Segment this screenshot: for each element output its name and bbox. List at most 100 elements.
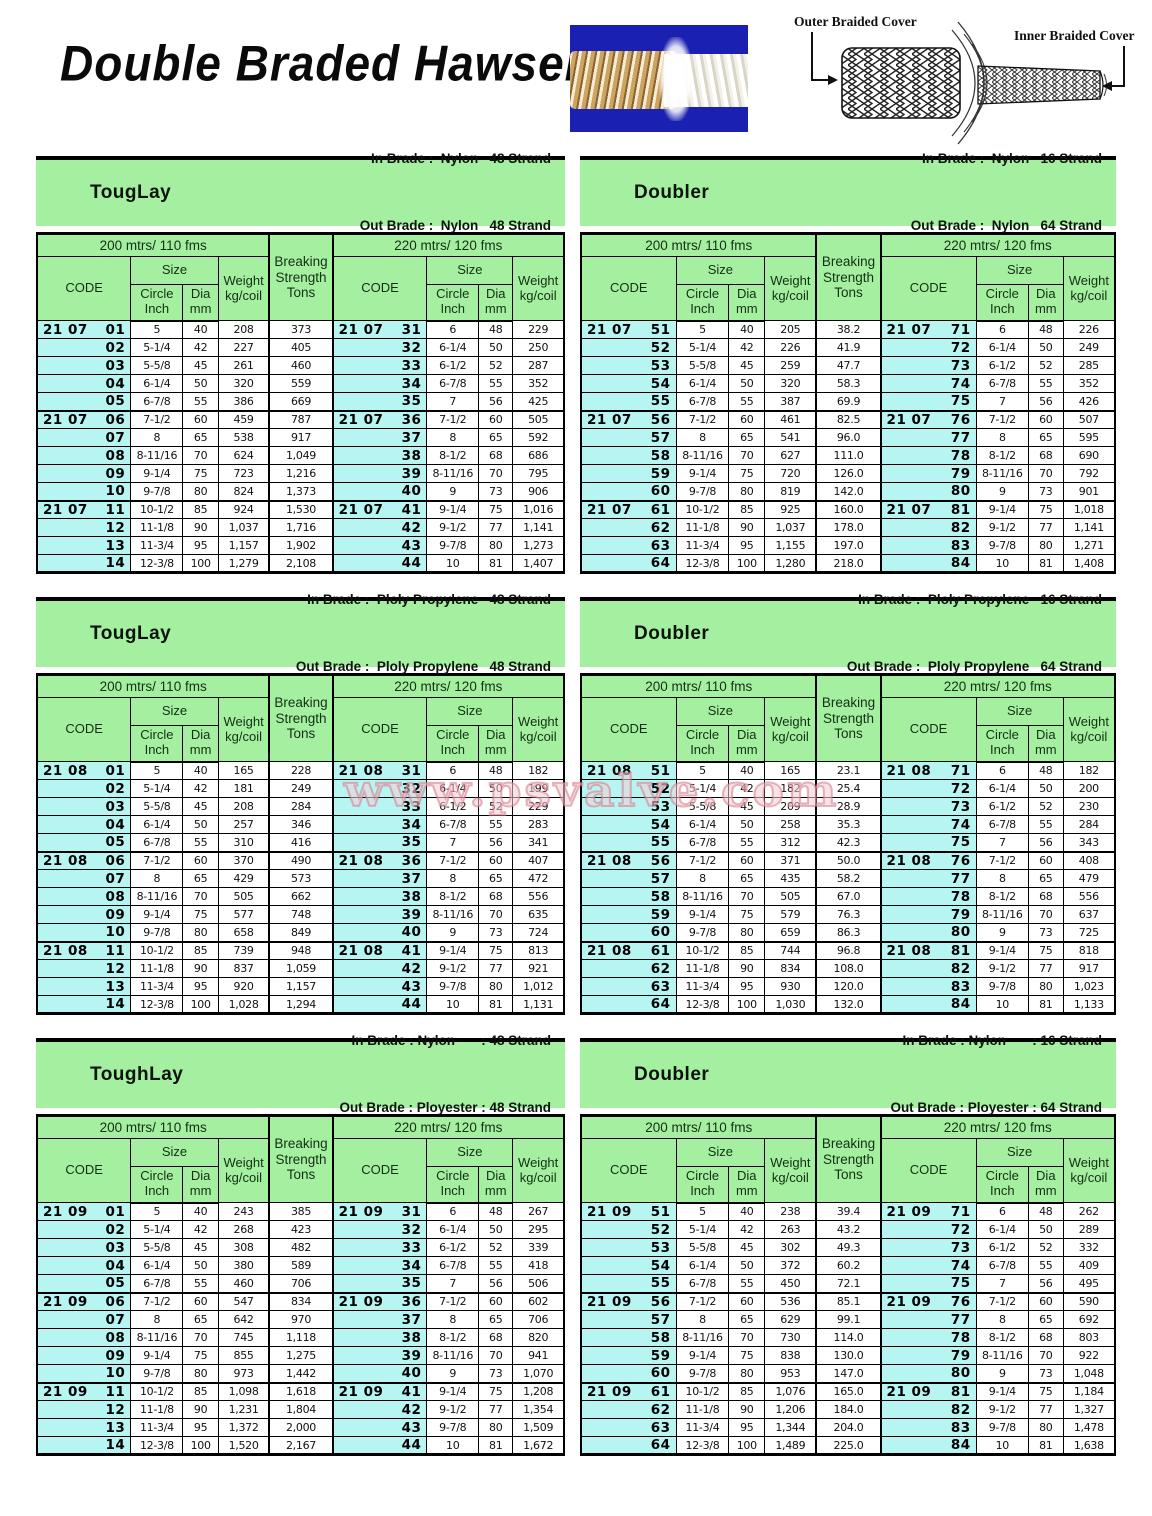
breaking-strength-cell: 114.0 [815,1328,882,1347]
code-cell: 21 08 06 [36,850,132,870]
dia-mm-cell: 40 [182,1202,219,1221]
table-block-doubler-polyester: Doubler In Brade : Nylon : 16 Strand Out… [580,1033,1116,1456]
table-row: 21 09 61 10-1/2 85 1,076 165.0 21 09 81 9-1/4 75 1… [580,1381,1116,1401]
code-cell: 83 [880,977,977,996]
weight-header: Weight kg/coil [512,1138,565,1203]
circle-inch-cell: 8 [675,428,730,447]
breaking-strength-cell: 76.3 [815,905,882,924]
size-header: Size [675,256,766,285]
circle-inch-cell: 6-7/8 [675,1274,730,1293]
breaking-strength-cell: 416 [268,833,334,852]
weight-cell: 1,520 [217,1436,270,1455]
in-brade-line: In Brade : Nylon : 48 Strand [351,1033,551,1049]
table-row: 13 11-3/4 95 1,372 2,000 43 9-7/8 80 1,509 [36,1418,565,1437]
circle-inch-cell: 6 [975,320,1029,339]
circle-inch-cell: 6-1/2 [426,356,480,375]
weight-cell: 1,489 [764,1436,817,1455]
code-cell: 83 [880,1418,977,1437]
circle-inch-cell: 5-1/4 [675,1220,730,1239]
table-row: 21 07 61 10-1/2 85 925 160.0 21 07 81 9-1/4 75 1,0… [580,499,1116,519]
circle-inch-cell: 11-1/8 [130,959,184,978]
size-header: Size [426,697,514,726]
code-cell: 39 [332,905,428,924]
code-cell: 21 08 31 [332,761,428,780]
dia-mm-cell: 81 [1027,554,1064,573]
code-cell: 58 [580,446,677,465]
circle-inch-cell: 8-11/16 [426,1346,480,1365]
circle-inch-cell: 11-1/8 [675,959,730,978]
table-row: 21 08 01 5 40 165 228 21 08 31 6 48 182 [36,761,565,780]
circle-inch-cell: 5 [130,761,184,780]
table-block-doubler-nylon: Doubler In Brade : Nylon 16 Strand Out B… [580,151,1116,574]
breaking-strength-cell: 218.0 [815,554,882,573]
code-cell: 80 [880,1364,977,1383]
weight-cell: 706 [512,1310,565,1329]
dia-mm-cell: 90 [728,518,766,537]
dia-mm-cell: 80 [182,923,219,942]
dia-mm-cell: 50 [728,815,766,834]
dia-mm-cell: 95 [728,536,766,555]
circle-inch-cell: 6-1/4 [426,1220,480,1239]
code-cell: 64 [580,554,677,573]
dia-mm-cell: 75 [182,464,219,483]
weight-cell: 1,184 [1062,1381,1116,1401]
span-200-header: 200 mtrs/ 110 fms [580,233,817,257]
table-row: 53 5-5/8 45 302 49.3 73 6-1/2 52 332 [580,1238,1116,1257]
size-header: Size [426,256,514,285]
circle-inch-cell: 9-1/2 [975,1400,1029,1419]
dia-mm-cell: 90 [728,959,766,978]
code-cell: 10 [36,923,132,942]
weight-cell: 505 [764,887,817,906]
dia-mm-cell: 77 [1027,518,1064,537]
dia-mm-cell: 73 [1027,1364,1064,1383]
rope-photo [570,25,748,132]
dia-mm-cell: 60 [182,850,219,870]
weight-cell: 1,478 [1062,1418,1116,1437]
circle-inch-cell: 7-1/2 [130,850,184,870]
breaking-strength-cell: 120.0 [815,977,882,996]
dia-mm-cell: 55 [182,392,219,411]
code-cell: 37 [332,428,428,447]
circle-inch-header: Circle Inch [675,725,730,763]
weight-cell: 602 [512,1291,565,1311]
weight-cell: 659 [764,923,817,942]
weight-cell: 795 [512,464,565,483]
breaking-strength-cell: 96.8 [815,940,882,960]
code-cell: 82 [880,1400,977,1419]
brade-spec: In Brade : Nylon 48 Strand Out Brade : N… [360,104,551,282]
code-cell: 21 09 81 [880,1381,977,1401]
dia-mm-cell: 100 [182,554,219,573]
breaking-strength-cell: 82.5 [815,409,882,429]
size-header: Size [130,1138,219,1167]
dia-mm-cell: 45 [182,356,219,375]
dia-mm-cell: 75 [182,905,219,924]
breaking-strength-cell: 1,059 [268,959,334,978]
span-220-header: 220 mtrs/ 120 fms [332,1115,565,1139]
weight-cell: 310 [217,833,270,852]
table-row: 08 8-11/16 70 505 662 38 8-1/2 68 556 [36,887,565,906]
weight-cell: 165 [764,761,817,780]
code-cell: 75 [880,392,977,411]
dia-mm-cell: 77 [478,959,514,978]
weight-cell: 460 [217,1274,270,1293]
dia-mm-cell: 65 [1027,1310,1064,1329]
table-row: 09 9-1/4 75 723 1,216 39 8-11/16 70 795 [36,464,565,483]
breaking-strength-cell: 460 [268,356,334,375]
table-row: 54 6-1/4 50 258 35.3 74 6-7/8 55 284 [580,815,1116,834]
circle-inch-cell: 9-1/4 [426,1381,480,1401]
dia-mm-cell: 60 [728,850,766,870]
code-cell: 60 [580,482,677,501]
breaking-strength-cell: 849 [268,923,334,942]
table-row: 03 5-5/8 45 261 460 33 6-1/2 52 287 [36,356,565,375]
weight-cell: 917 [1062,959,1116,978]
circle-inch-cell: 6-1/4 [130,815,184,834]
circle-inch-cell: 7-1/2 [975,1291,1029,1311]
code-cell: 37 [332,1310,428,1329]
weight-cell: 547 [217,1291,270,1311]
circle-inch-cell: 10-1/2 [675,499,730,519]
weight-header: Weight kg/coil [512,256,565,321]
weight-cell: 744 [764,940,817,960]
code-cell: 21 08 76 [880,850,977,870]
code-cell: 21 07 61 [580,499,677,519]
dia-mm-cell: 68 [478,887,514,906]
